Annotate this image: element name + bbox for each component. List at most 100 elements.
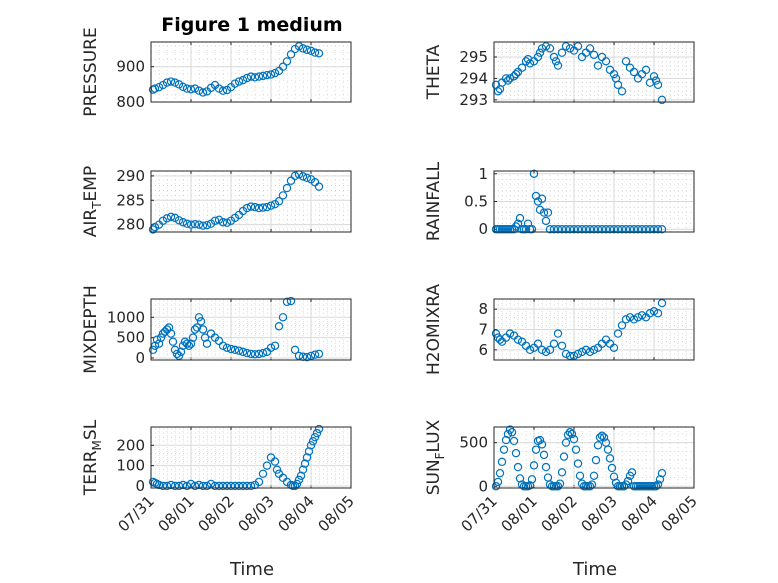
- data-point: [310, 48, 320, 57]
- data-point: [511, 448, 521, 458]
- data-point: [196, 317, 206, 326]
- data-point: [278, 191, 288, 200]
- data-point: [507, 428, 517, 437]
- data-point: [282, 57, 292, 66]
- data-point: [218, 86, 228, 95]
- data-point: [170, 345, 180, 355]
- data-point: [162, 78, 172, 87]
- data-point: [557, 225, 567, 234]
- data-point: [312, 428, 322, 438]
- y-tick-label: 294: [459, 69, 488, 87]
- data-point: [148, 225, 158, 234]
- data-point: [290, 171, 300, 181]
- data-point: [609, 343, 619, 352]
- data-point: [535, 48, 545, 57]
- data-point: [633, 313, 643, 322]
- data-point: [290, 481, 300, 491]
- data-point: [286, 50, 296, 59]
- data-point: [573, 349, 583, 359]
- data-point: [495, 335, 505, 344]
- data-point: [250, 350, 260, 359]
- y-tick-label: 0: [135, 477, 145, 495]
- data-point: [593, 441, 603, 450]
- data-point: [541, 347, 551, 357]
- data-point: [617, 225, 627, 234]
- subplot-6: 6 7 8 H2OMIXRA: [424, 284, 695, 375]
- x-tick-label: 08/03: [235, 492, 278, 535]
- data-point: [294, 475, 304, 485]
- data-point: [571, 445, 581, 454]
- data-point: [226, 344, 236, 354]
- data-point: [541, 216, 551, 226]
- data-point: [503, 429, 513, 439]
- data-point: [621, 225, 631, 234]
- subplot-5: 0 500 1000 MIXDEPTH: [81, 285, 352, 374]
- data-point: [266, 343, 276, 352]
- data-point: [286, 296, 296, 306]
- data-point: [298, 44, 308, 53]
- y-axis-label: TERRMSL: [81, 419, 104, 496]
- data-point: [629, 67, 639, 77]
- data-point: [198, 325, 208, 334]
- data-point: [190, 325, 200, 334]
- data-point: [182, 481, 192, 491]
- data-point: [302, 352, 312, 362]
- y-tick-label: 0: [478, 477, 488, 495]
- data-point: [182, 84, 192, 93]
- data-point: [198, 481, 208, 491]
- data-point: [246, 202, 256, 211]
- data-point: [613, 225, 623, 234]
- data-point: [573, 42, 583, 51]
- data-point: [553, 329, 563, 338]
- subplot-4: 0 0.5 1 RAINFALL: [424, 161, 695, 241]
- data-point: [298, 172, 308, 181]
- data-point: [609, 225, 619, 234]
- data-point: [188, 333, 198, 342]
- data-point: [242, 481, 252, 491]
- data-point: [549, 52, 559, 62]
- data-point: [308, 437, 318, 446]
- x-tick-label: 08/04: [618, 492, 661, 535]
- data-point: [605, 225, 615, 234]
- plot-frame: [493, 298, 695, 361]
- x-tick-label: 08/01: [155, 492, 198, 535]
- x-axis-label-right: Time: [572, 559, 617, 580]
- data-point: [591, 455, 601, 465]
- data-point: [505, 329, 515, 338]
- data-point: [238, 75, 248, 85]
- data-point: [148, 345, 158, 355]
- data-point: [238, 481, 248, 491]
- data-point: [565, 428, 575, 437]
- data-point: [553, 482, 563, 491]
- data-point: [521, 225, 531, 234]
- data-point: [306, 46, 316, 56]
- data-point: [194, 313, 204, 322]
- y-tick-label: 500: [459, 434, 488, 452]
- data-point: [555, 479, 565, 488]
- data-point: [557, 468, 567, 477]
- data-point: [581, 345, 591, 355]
- x-tick-label: 08/02: [538, 492, 581, 535]
- data-point: [599, 433, 609, 442]
- data-point: [531, 445, 541, 454]
- data-point: [222, 481, 232, 491]
- data-point: [651, 76, 661, 85]
- data-point: [585, 225, 595, 234]
- data-point: [539, 450, 549, 460]
- data-point: [649, 72, 659, 81]
- data-point: [641, 225, 651, 234]
- y-tick-label: 900: [116, 58, 145, 76]
- plot-frame: [493, 41, 695, 103]
- data-point: [629, 315, 639, 324]
- data-point: [561, 349, 571, 359]
- data-point: [593, 61, 603, 70]
- y-tick-label: 0: [478, 220, 488, 238]
- data-point: [589, 345, 599, 355]
- data-point: [527, 225, 537, 234]
- data-point: [152, 335, 162, 344]
- data-point: [505, 425, 515, 434]
- data-point: [551, 57, 561, 66]
- data-point: [509, 436, 519, 446]
- data-point: [174, 481, 184, 491]
- data-point: [162, 214, 172, 223]
